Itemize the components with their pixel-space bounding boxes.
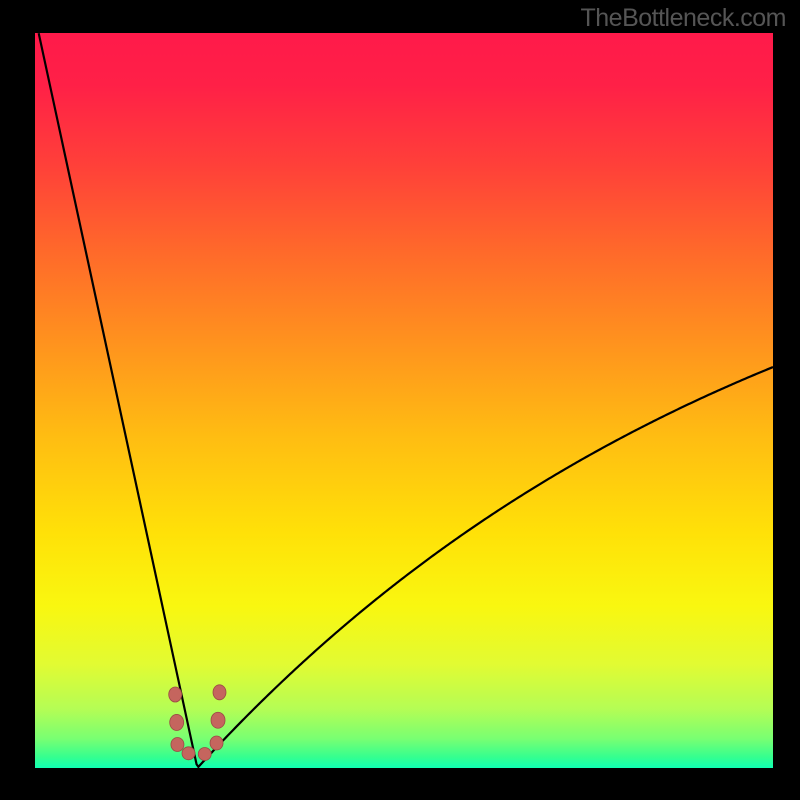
bead — [213, 685, 226, 700]
bead — [210, 736, 223, 750]
watermark-text: TheBottleneck.com — [581, 4, 787, 33]
chart-container: TheBottleneck.com — [0, 0, 800, 800]
bead — [182, 747, 195, 760]
bottleneck-chart — [0, 0, 800, 800]
plot-background-gradient — [35, 33, 773, 768]
bead — [171, 737, 184, 751]
bead — [170, 714, 184, 730]
bead — [169, 687, 182, 702]
bead — [198, 748, 211, 761]
bead — [211, 712, 225, 728]
